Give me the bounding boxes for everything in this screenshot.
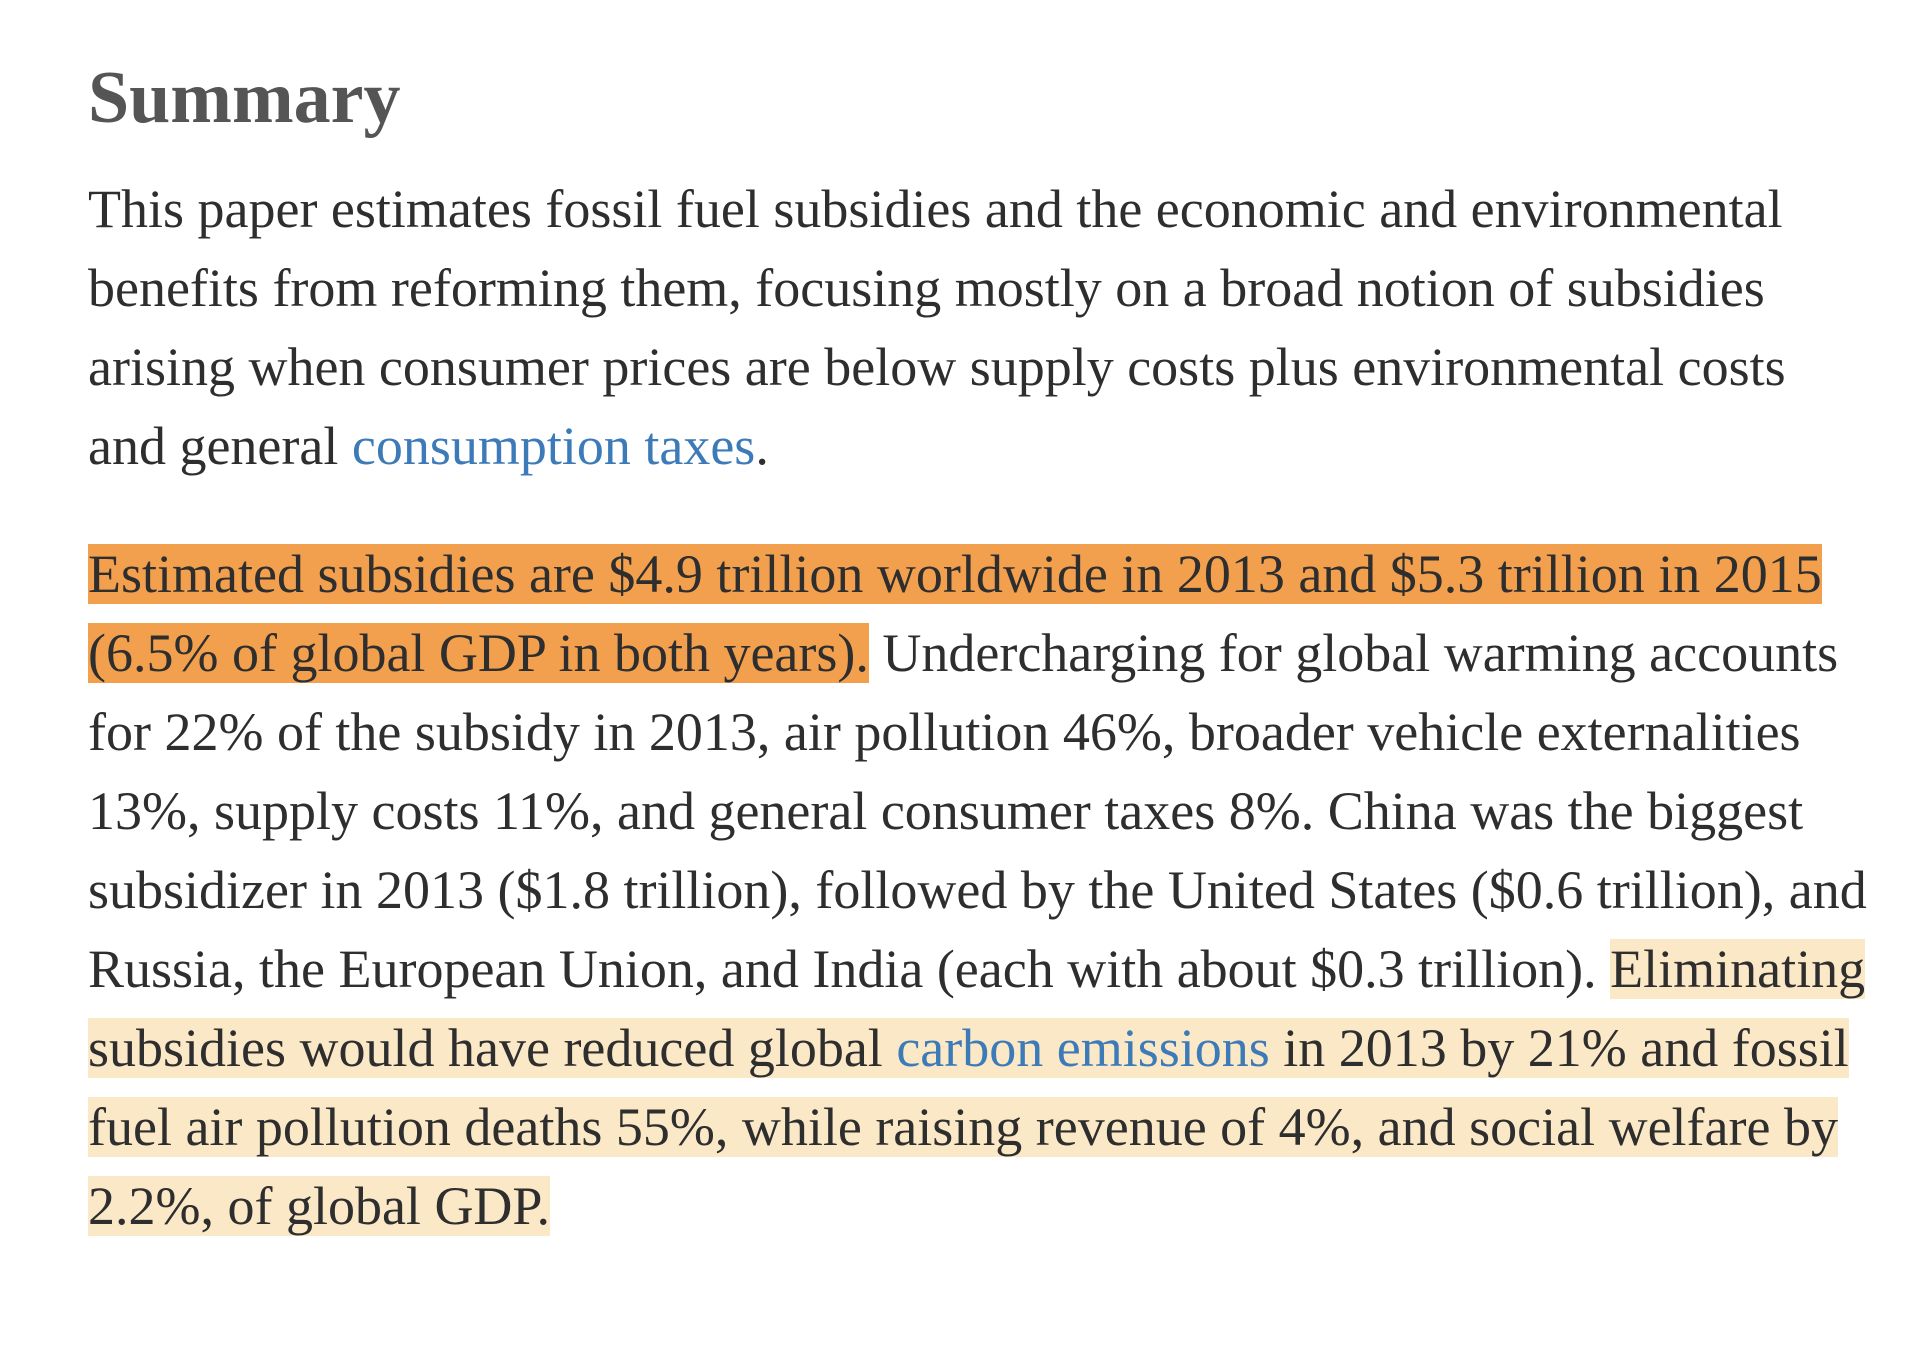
summary-paragraph-1: This paper estimates fossil fuel subsidi… [88,170,1868,486]
summary-section: Summary This paper estimates fossil fuel… [88,52,1868,1246]
carbon-emissions-link[interactable]: carbon emissions [896,1018,1270,1078]
paragraph-text: Undercharging for global warming account… [88,623,1867,999]
consumption-taxes-link[interactable]: consumption taxes [351,416,756,476]
soft-highlight-text-b: in 2013 by 21% and fossil fuel air pollu… [88,1018,1849,1236]
soft-highlight-text-a: Eliminating subsidies would have reduced… [88,939,1866,1078]
section-title: Summary [88,57,401,139]
paragraph-text: This paper estimates fossil fuel subsidi… [88,179,1786,476]
summary-paragraph-2: Estimated subsidies are $4.9 trillion wo… [88,535,1868,1246]
paragraph-end: . [755,416,769,476]
